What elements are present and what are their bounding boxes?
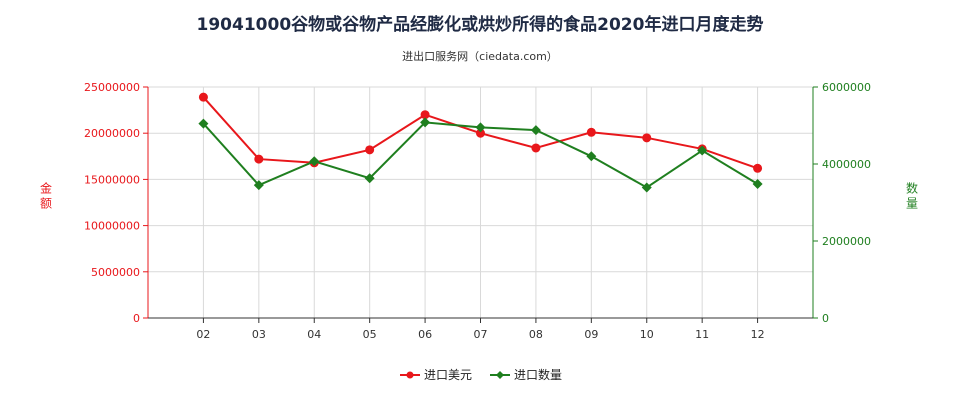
right-tick-label: 0 <box>822 312 829 325</box>
data-point-2 <box>475 122 486 133</box>
legend-marker-1 <box>406 371 414 379</box>
chart-title: 19041000谷物或谷物产品经膨化或烘炒所得的食品2020年进口月度走势 <box>196 15 764 35</box>
left-axis-title: 金额 <box>40 181 52 211</box>
right-tick-label: 4000000 <box>822 158 871 171</box>
legend-label-1: 进口美元 <box>424 368 472 382</box>
x-tick-label: 11 <box>695 328 709 341</box>
data-point-1 <box>420 110 430 120</box>
x-tick-label: 10 <box>640 328 654 341</box>
x-tick-label: 07 <box>474 328 488 341</box>
data-point-2 <box>420 117 431 128</box>
data-point-1 <box>586 127 596 137</box>
data-point-2 <box>586 151 597 162</box>
data-point-2 <box>309 156 320 167</box>
x-tick-label: 06 <box>418 328 432 341</box>
data-point-1 <box>254 154 264 164</box>
data-point-1 <box>531 143 541 153</box>
right-axis-title: 数量 <box>906 181 918 211</box>
x-tick-label: 05 <box>363 328 377 341</box>
data-point-2 <box>530 125 541 136</box>
data-point-1 <box>365 145 375 155</box>
chart-subtitle: 进出口服务网（ciedata.com） <box>402 50 558 63</box>
legend-marker-2 <box>496 371 504 379</box>
data-point-1 <box>198 92 208 102</box>
x-tick-label: 02 <box>196 328 210 341</box>
x-tick-label: 09 <box>584 328 598 341</box>
data-point-2 <box>697 145 708 156</box>
right-tick-label: 2000000 <box>822 235 871 248</box>
x-tick-label: 12 <box>751 328 765 341</box>
left-tick-label: 25000000 <box>84 81 140 94</box>
left-tick-label: 5000000 <box>91 266 140 279</box>
x-tick-label: 08 <box>529 328 543 341</box>
left-tick-label: 10000000 <box>84 220 140 233</box>
data-point-2 <box>253 180 264 191</box>
x-tick-label: 04 <box>307 328 321 341</box>
left-tick-label: 20000000 <box>84 127 140 140</box>
data-point-2 <box>198 118 209 129</box>
data-point-2 <box>364 173 375 184</box>
x-tick-label: 03 <box>252 328 266 341</box>
data-point-2 <box>752 179 763 190</box>
data-point-1 <box>753 163 763 173</box>
left-tick-label: 15000000 <box>84 173 140 186</box>
right-tick-label: 6000000 <box>822 81 871 94</box>
data-point-2 <box>641 182 652 193</box>
data-point-1 <box>476 128 485 138</box>
left-tick-label: 0 <box>133 312 140 325</box>
data-point-1 <box>642 133 652 143</box>
legend-label-2: 进口数量 <box>514 367 562 382</box>
